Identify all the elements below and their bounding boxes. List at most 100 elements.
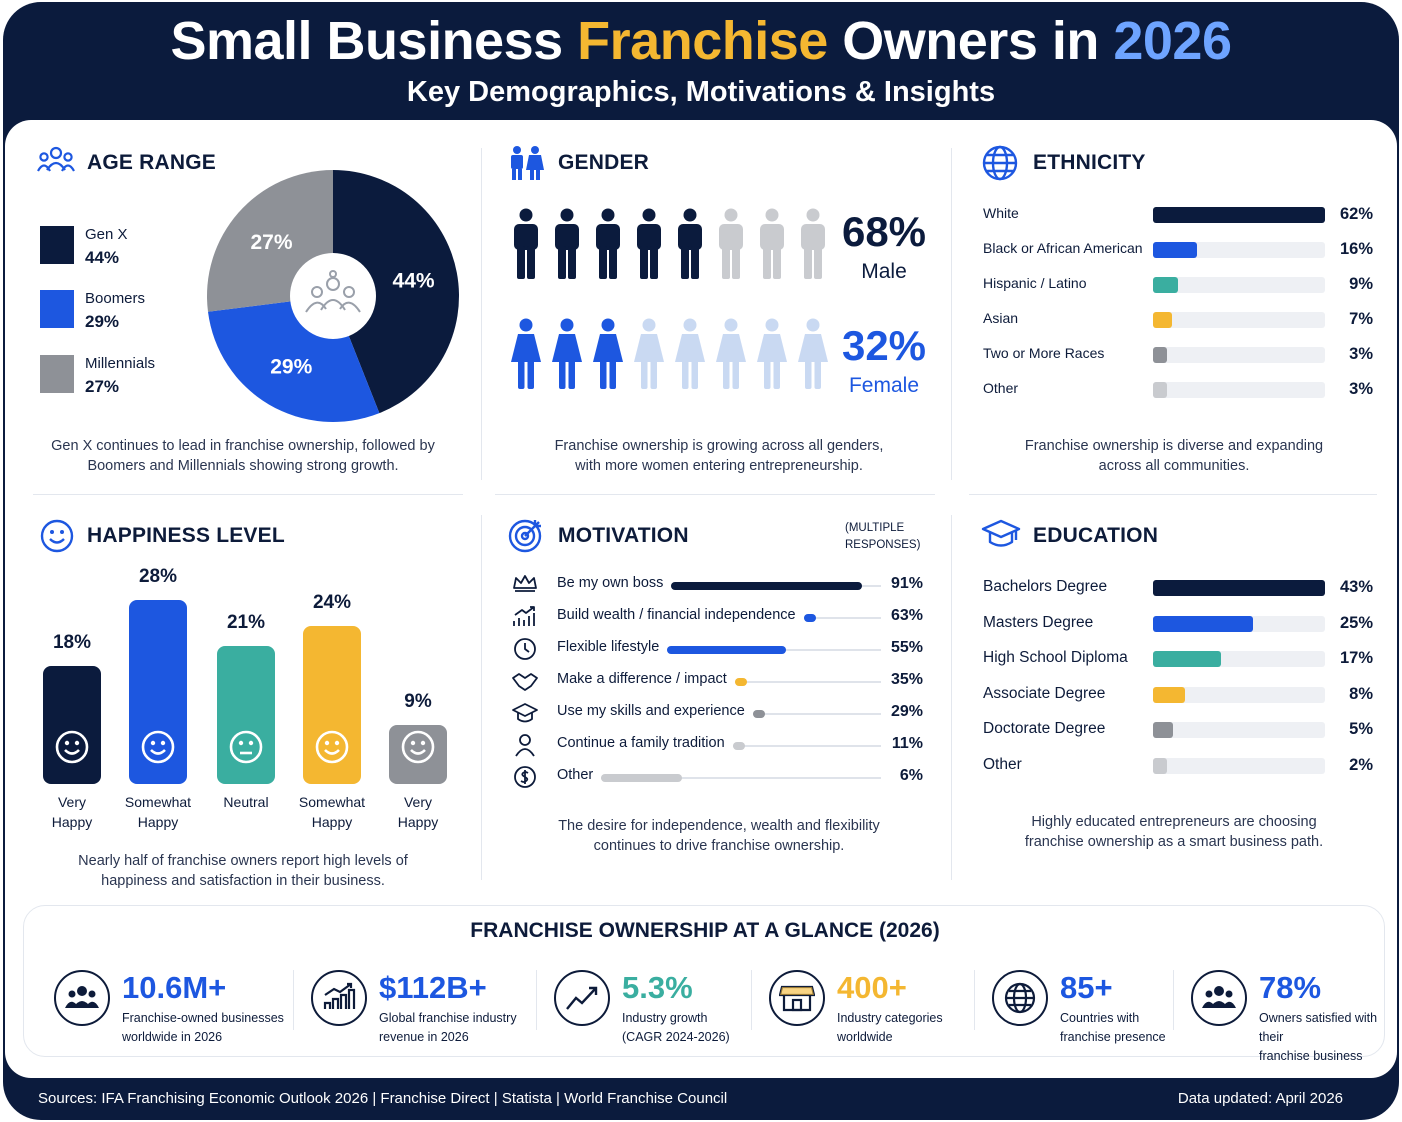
bar bbox=[1153, 347, 1167, 363]
happiness-value: 18% bbox=[52, 631, 92, 653]
clock-icon bbox=[511, 636, 539, 667]
bar bbox=[1153, 242, 1198, 258]
motivation-label: Make a difference / impact bbox=[557, 671, 727, 687]
male-label: Male bbox=[861, 260, 907, 283]
globe-icon bbox=[1002, 981, 1038, 1020]
motivation-value: 55% bbox=[890, 639, 923, 656]
male-figure-icon bbox=[511, 208, 541, 285]
bar-label: Bachelors Degree bbox=[983, 578, 1108, 595]
glance-title: FRANCHISE OWNERSHIP AT A GLANCE (2026) bbox=[470, 919, 940, 942]
motivation-value: 35% bbox=[890, 671, 923, 688]
pie-label: 44% bbox=[393, 270, 435, 293]
motivation-value: 11% bbox=[891, 735, 923, 752]
age-section-title: AGE RANGE bbox=[87, 151, 216, 174]
female-figure-outline-icon bbox=[716, 318, 746, 395]
bar bbox=[1153, 651, 1221, 667]
footer-updated: Data updated: April 2026 bbox=[1177, 1090, 1343, 1107]
motivation-track bbox=[803, 617, 881, 619]
female-figure-icon bbox=[593, 318, 623, 395]
storefront-icon bbox=[778, 981, 816, 1020]
kpi-desc-line: Owners satisfied with their bbox=[1259, 1011, 1378, 1044]
kpi-separator bbox=[974, 970, 975, 1030]
dollar-coin-icon bbox=[511, 764, 539, 795]
kpi-desc-line: Franchise-owned businesses bbox=[122, 1011, 284, 1025]
female-figure-icon bbox=[511, 318, 541, 395]
ethnicity-caption: Franchise ownership is diverse and expan… bbox=[1024, 438, 1324, 474]
happiness-bar bbox=[303, 626, 361, 784]
kpi-desc-line: franchise presence bbox=[1060, 1030, 1166, 1044]
male-figure-outline-icon bbox=[716, 208, 746, 285]
pie-center bbox=[290, 253, 376, 339]
bar bbox=[1153, 207, 1325, 223]
gender-caption: Franchise ownership is growing across al… bbox=[554, 438, 884, 474]
motivation-bar bbox=[732, 742, 745, 750]
happiness-label: Neutral bbox=[223, 794, 269, 810]
motivation-value: 63% bbox=[890, 607, 923, 624]
legend-label: Gen X bbox=[85, 226, 128, 243]
bar-track bbox=[1153, 615, 1325, 632]
crown-icon bbox=[511, 572, 539, 603]
bar-label: Hispanic / Latino bbox=[983, 275, 1087, 291]
motivation-label: Be my own boss bbox=[557, 575, 664, 591]
smiley-face-icon bbox=[400, 729, 436, 770]
kpi-desc-line: Industry growth bbox=[622, 1011, 708, 1025]
bar-value: 3% bbox=[1349, 345, 1373, 363]
legend-value: 29% bbox=[85, 312, 120, 331]
bar bbox=[1153, 382, 1167, 398]
bar-value: 25% bbox=[1339, 613, 1373, 632]
legend-swatch bbox=[40, 226, 74, 264]
divider bbox=[495, 494, 935, 495]
bar bbox=[1153, 277, 1178, 293]
motivation-label: Continue a family tradition bbox=[557, 735, 725, 751]
kpi-value: 400+ bbox=[837, 970, 907, 1005]
people-circle bbox=[54, 970, 110, 1026]
page-subtitle: Key Demographics, Motivations & Insights bbox=[406, 76, 996, 108]
kpi-description: Countries with franchise presence bbox=[1060, 1009, 1166, 1047]
pie-label: 29% bbox=[270, 356, 312, 379]
kpi-desc-line: franchise business bbox=[1259, 1049, 1363, 1063]
bar bbox=[1153, 312, 1173, 328]
kpi-description: Owners satisfied with their franchise bus… bbox=[1259, 1009, 1384, 1066]
happiness-bar bbox=[217, 646, 275, 784]
target-icon bbox=[508, 519, 542, 553]
motivation-note: (MULTIPLE RESPONSES) bbox=[845, 522, 921, 551]
female-label: Female bbox=[848, 374, 920, 397]
happiness-label: Somewhat Happy bbox=[298, 794, 366, 830]
motivation-label: Build wealth / financial independence bbox=[557, 607, 796, 623]
kpi-value: $112B+ bbox=[379, 970, 487, 1005]
man-woman-icon bbox=[511, 146, 544, 180]
content-panel: AGE RANGE Gen X 44% Boomers 29% Millennials 2… bbox=[5, 120, 1397, 1078]
bar-label: Black or African American bbox=[983, 240, 1143, 256]
divider bbox=[951, 148, 952, 480]
age-caption: Gen X continues to lead in franchise own… bbox=[51, 438, 435, 474]
kpi-description: Global franchise industry revenue in 2026 bbox=[379, 1009, 517, 1047]
footer-sources: Sources: IFA Franchising Economic Outloo… bbox=[38, 1090, 728, 1107]
motivation-label: Flexible lifestyle bbox=[557, 639, 660, 655]
divider bbox=[951, 515, 952, 880]
kpi-value: 78% bbox=[1259, 970, 1322, 1005]
pie-label: 27% bbox=[250, 231, 292, 254]
bar-track bbox=[1153, 757, 1325, 774]
bar-value: 43% bbox=[1339, 578, 1373, 596]
glance-panel: FRANCHISE OWNERSHIP AT A GLANCE (2026) 1… bbox=[23, 905, 1385, 1063]
gender-section-title: GENDER bbox=[558, 151, 650, 174]
neutral-face-icon bbox=[228, 729, 264, 770]
kpi-description: Franchise-owned businesses worldwide in 2… bbox=[122, 1009, 284, 1047]
bar-label: Associate Degree bbox=[983, 684, 1106, 702]
female-figure-outline-icon bbox=[798, 318, 828, 395]
happiness-label: Very Happy bbox=[51, 794, 93, 830]
smiley-icon bbox=[40, 519, 74, 553]
happiness-label: Somewhat Happy bbox=[124, 794, 192, 830]
people-circle bbox=[1191, 970, 1247, 1026]
bar-label: Asian bbox=[983, 310, 1019, 326]
handshake-icon bbox=[511, 668, 539, 699]
female-figure-outline-icon bbox=[634, 318, 664, 395]
kpi-desc-line: (CAGR 2024-2026) bbox=[622, 1030, 730, 1044]
smiley-face-icon bbox=[314, 729, 350, 770]
age-pie-chart: 44% 29% 27% bbox=[207, 170, 460, 423]
kpi-desc-line: worldwide bbox=[837, 1030, 893, 1044]
motivation-bar bbox=[601, 774, 682, 782]
motivation-bar bbox=[734, 678, 747, 686]
bar-value: 17% bbox=[1339, 649, 1373, 667]
bar-value: 5% bbox=[1349, 720, 1373, 738]
